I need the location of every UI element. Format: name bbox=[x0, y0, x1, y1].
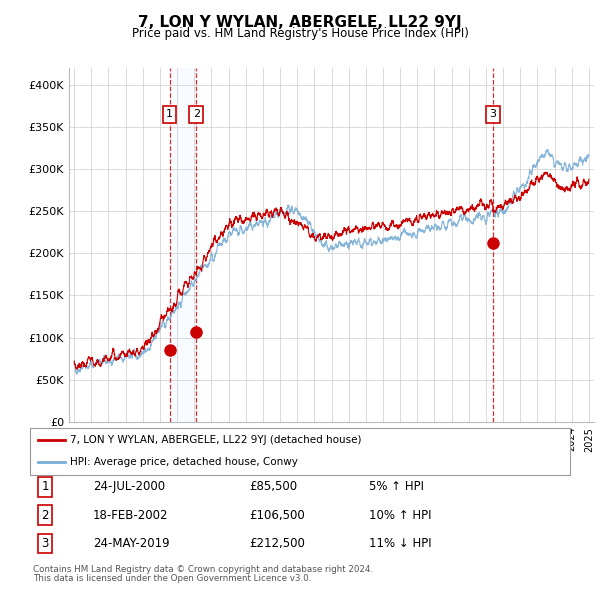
Text: 3: 3 bbox=[41, 537, 49, 550]
Text: 24-JUL-2000: 24-JUL-2000 bbox=[93, 480, 165, 493]
Text: 2: 2 bbox=[193, 109, 200, 119]
Bar bbox=[170, 68, 196, 422]
Text: Price paid vs. HM Land Registry's House Price Index (HPI): Price paid vs. HM Land Registry's House … bbox=[131, 27, 469, 40]
Text: 24-MAY-2019: 24-MAY-2019 bbox=[93, 537, 170, 550]
Text: 1: 1 bbox=[41, 480, 49, 493]
Text: 18-FEB-2002: 18-FEB-2002 bbox=[93, 509, 169, 522]
Text: HPI: Average price, detached house, Conwy: HPI: Average price, detached house, Conw… bbox=[71, 457, 298, 467]
Text: 3: 3 bbox=[489, 109, 496, 119]
Text: £85,500: £85,500 bbox=[249, 480, 297, 493]
Text: 10% ↑ HPI: 10% ↑ HPI bbox=[369, 509, 431, 522]
Text: 2: 2 bbox=[41, 509, 49, 522]
Text: Contains HM Land Registry data © Crown copyright and database right 2024.: Contains HM Land Registry data © Crown c… bbox=[33, 565, 373, 574]
Text: 7, LON Y WYLAN, ABERGELE, LL22 9YJ: 7, LON Y WYLAN, ABERGELE, LL22 9YJ bbox=[138, 15, 462, 30]
Text: £212,500: £212,500 bbox=[249, 537, 305, 550]
Text: 1: 1 bbox=[166, 109, 173, 119]
Text: £106,500: £106,500 bbox=[249, 509, 305, 522]
Text: 11% ↓ HPI: 11% ↓ HPI bbox=[369, 537, 431, 550]
Text: 5% ↑ HPI: 5% ↑ HPI bbox=[369, 480, 424, 493]
Text: 7, LON Y WYLAN, ABERGELE, LL22 9YJ (detached house): 7, LON Y WYLAN, ABERGELE, LL22 9YJ (deta… bbox=[71, 435, 362, 445]
Text: This data is licensed under the Open Government Licence v3.0.: This data is licensed under the Open Gov… bbox=[33, 574, 311, 583]
